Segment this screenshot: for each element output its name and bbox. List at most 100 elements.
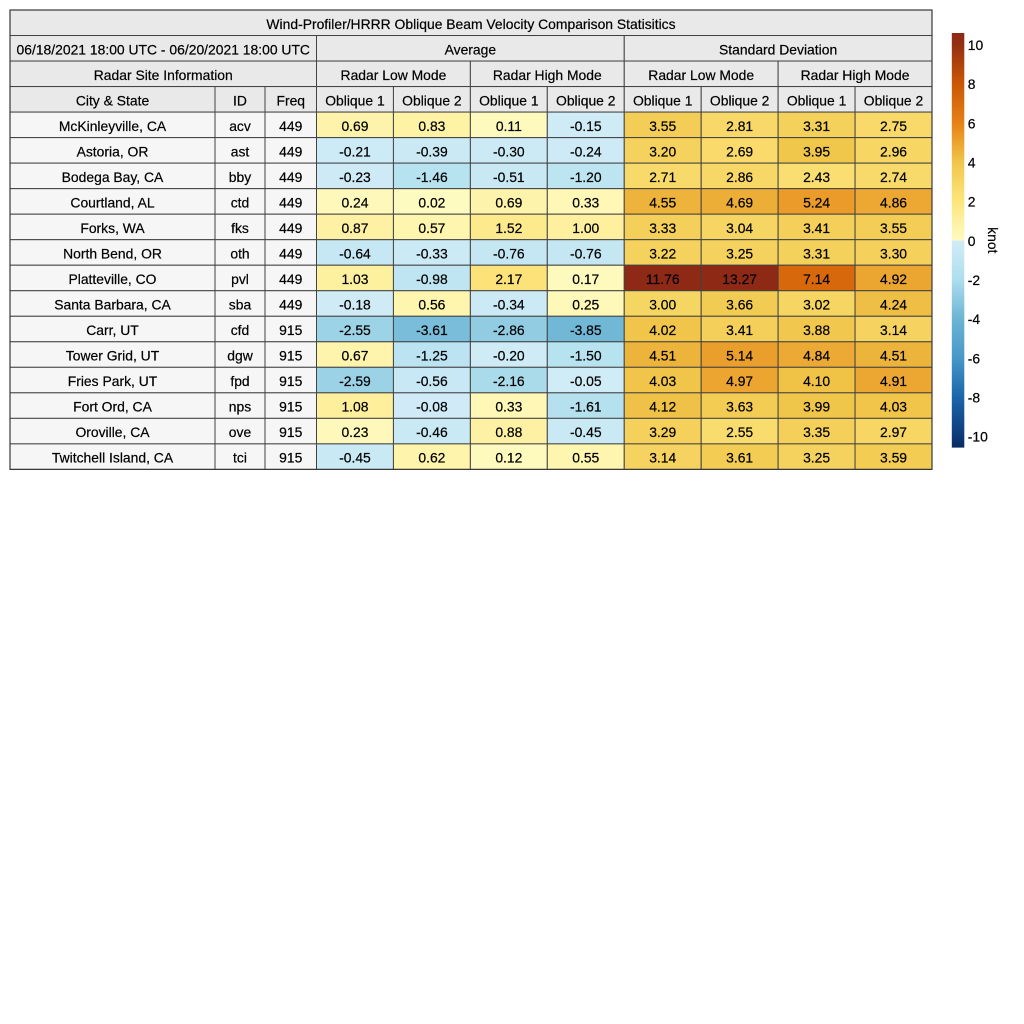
svg-text:0.17: 0.17 xyxy=(572,271,599,287)
svg-text:-0.64: -0.64 xyxy=(339,245,371,261)
svg-text:-0.08: -0.08 xyxy=(416,399,448,415)
svg-text:10: 10 xyxy=(968,37,984,53)
svg-text:bby: bby xyxy=(229,169,251,185)
svg-text:4.12: 4.12 xyxy=(649,399,676,415)
svg-text:-0.45: -0.45 xyxy=(570,424,602,440)
svg-text:449: 449 xyxy=(279,169,302,185)
svg-text:nps: nps xyxy=(229,399,251,415)
svg-text:3.88: 3.88 xyxy=(803,322,830,338)
svg-text:-2.16: -2.16 xyxy=(493,373,525,389)
svg-text:915: 915 xyxy=(279,424,302,440)
svg-text:-1.20: -1.20 xyxy=(570,169,602,185)
svg-text:2: 2 xyxy=(968,194,976,210)
svg-text:449: 449 xyxy=(279,297,302,313)
svg-text:4.03: 4.03 xyxy=(880,399,907,415)
svg-text:06/18/2021 18:00 UTC - 06/20/2: 06/18/2021 18:00 UTC - 06/20/2021 18:00 … xyxy=(17,41,310,57)
svg-text:-0.33: -0.33 xyxy=(416,245,448,261)
svg-text:Fort Ord, CA: Fort Ord, CA xyxy=(73,399,152,415)
svg-text:ID: ID xyxy=(233,92,247,108)
svg-text:City & State: City & State xyxy=(76,92,150,108)
svg-text:3.41: 3.41 xyxy=(726,322,753,338)
svg-text:sba: sba xyxy=(229,297,252,313)
svg-text:0.55: 0.55 xyxy=(572,450,599,466)
svg-text:-0.34: -0.34 xyxy=(493,297,525,313)
svg-text:Oblique 2: Oblique 2 xyxy=(556,92,616,108)
svg-text:0.69: 0.69 xyxy=(495,194,522,210)
svg-text:pvl: pvl xyxy=(231,271,249,287)
svg-text:oth: oth xyxy=(230,245,249,261)
svg-text:-0.39: -0.39 xyxy=(416,143,448,159)
svg-text:Wind-Profiler/HRRR Oblique Bea: Wind-Profiler/HRRR Oblique Beam Velocity… xyxy=(266,16,675,32)
svg-text:Carr, UT: Carr, UT xyxy=(86,322,139,338)
svg-text:4.10: 4.10 xyxy=(803,373,830,389)
svg-text:449: 449 xyxy=(279,220,302,236)
svg-text:3.29: 3.29 xyxy=(649,424,676,440)
svg-text:Radar Low Mode: Radar Low Mode xyxy=(648,67,754,83)
svg-text:Santa Barbara, CA: Santa Barbara, CA xyxy=(54,297,171,313)
svg-text:-0.76: -0.76 xyxy=(493,245,525,261)
svg-text:ove: ove xyxy=(229,424,252,440)
svg-text:2.55: 2.55 xyxy=(726,424,753,440)
svg-text:3.61: 3.61 xyxy=(726,450,753,466)
svg-text:2.71: 2.71 xyxy=(649,169,676,185)
svg-text:-2.59: -2.59 xyxy=(339,373,371,389)
svg-text:ast: ast xyxy=(231,143,250,159)
svg-text:-0.23: -0.23 xyxy=(339,169,371,185)
svg-text:3.00: 3.00 xyxy=(649,297,676,313)
svg-text:3.31: 3.31 xyxy=(803,245,830,261)
svg-text:4.51: 4.51 xyxy=(880,348,907,364)
svg-text:915: 915 xyxy=(279,322,302,338)
svg-text:3.66: 3.66 xyxy=(726,297,753,313)
svg-text:4.84: 4.84 xyxy=(803,348,830,364)
svg-text:3.55: 3.55 xyxy=(880,220,907,236)
svg-text:449: 449 xyxy=(279,143,302,159)
svg-text:7.14: 7.14 xyxy=(803,271,830,287)
svg-text:4.24: 4.24 xyxy=(880,297,907,313)
svg-text:3.25: 3.25 xyxy=(726,245,753,261)
svg-text:2.96: 2.96 xyxy=(880,143,907,159)
svg-text:3.22: 3.22 xyxy=(649,245,676,261)
svg-text:1.03: 1.03 xyxy=(341,271,368,287)
svg-text:3.14: 3.14 xyxy=(880,322,907,338)
svg-text:Oblique 1: Oblique 1 xyxy=(479,92,539,108)
svg-text:-3.61: -3.61 xyxy=(416,322,448,338)
svg-text:McKinleyville, CA: McKinleyville, CA xyxy=(59,118,167,134)
svg-text:ctd: ctd xyxy=(231,194,250,210)
svg-text:Radar High Mode: Radar High Mode xyxy=(493,67,602,83)
svg-text:0.25: 0.25 xyxy=(572,297,599,313)
svg-text:11.76: 11.76 xyxy=(646,271,680,287)
svg-text:2.81: 2.81 xyxy=(726,118,753,134)
svg-text:knot: knot xyxy=(985,227,1001,253)
svg-text:North Bend, OR: North Bend, OR xyxy=(63,245,162,261)
svg-text:-1.25: -1.25 xyxy=(416,348,448,364)
svg-text:4.55: 4.55 xyxy=(649,194,676,210)
svg-text:3.55: 3.55 xyxy=(649,118,676,134)
svg-text:2.74: 2.74 xyxy=(880,169,907,185)
svg-text:-2.86: -2.86 xyxy=(493,322,525,338)
svg-text:Freq: Freq xyxy=(276,92,305,108)
svg-text:Oblique 2: Oblique 2 xyxy=(710,92,770,108)
svg-text:Standard Deviation: Standard Deviation xyxy=(719,41,837,57)
svg-text:tci: tci xyxy=(233,450,247,466)
svg-text:0.69: 0.69 xyxy=(341,118,368,134)
svg-text:0.57: 0.57 xyxy=(418,220,445,236)
svg-text:0.67: 0.67 xyxy=(341,348,368,364)
svg-text:-0.21: -0.21 xyxy=(339,143,371,159)
svg-text:-0.51: -0.51 xyxy=(493,169,525,185)
svg-text:0.56: 0.56 xyxy=(418,297,445,313)
svg-text:-3.85: -3.85 xyxy=(570,322,602,338)
svg-text:3.31: 3.31 xyxy=(803,118,830,134)
svg-text:-0.98: -0.98 xyxy=(416,271,448,287)
svg-text:2.69: 2.69 xyxy=(726,143,753,159)
svg-text:dgw: dgw xyxy=(227,348,253,364)
svg-text:-1.46: -1.46 xyxy=(416,169,448,185)
svg-text:0.83: 0.83 xyxy=(418,118,445,134)
svg-text:915: 915 xyxy=(279,348,302,364)
svg-text:3.30: 3.30 xyxy=(880,245,907,261)
svg-text:8: 8 xyxy=(968,76,976,92)
svg-text:2.97: 2.97 xyxy=(880,424,907,440)
svg-text:-1.61: -1.61 xyxy=(570,399,602,415)
svg-text:-4: -4 xyxy=(968,311,981,327)
svg-text:3.35: 3.35 xyxy=(803,424,830,440)
svg-text:3.33: 3.33 xyxy=(649,220,676,236)
